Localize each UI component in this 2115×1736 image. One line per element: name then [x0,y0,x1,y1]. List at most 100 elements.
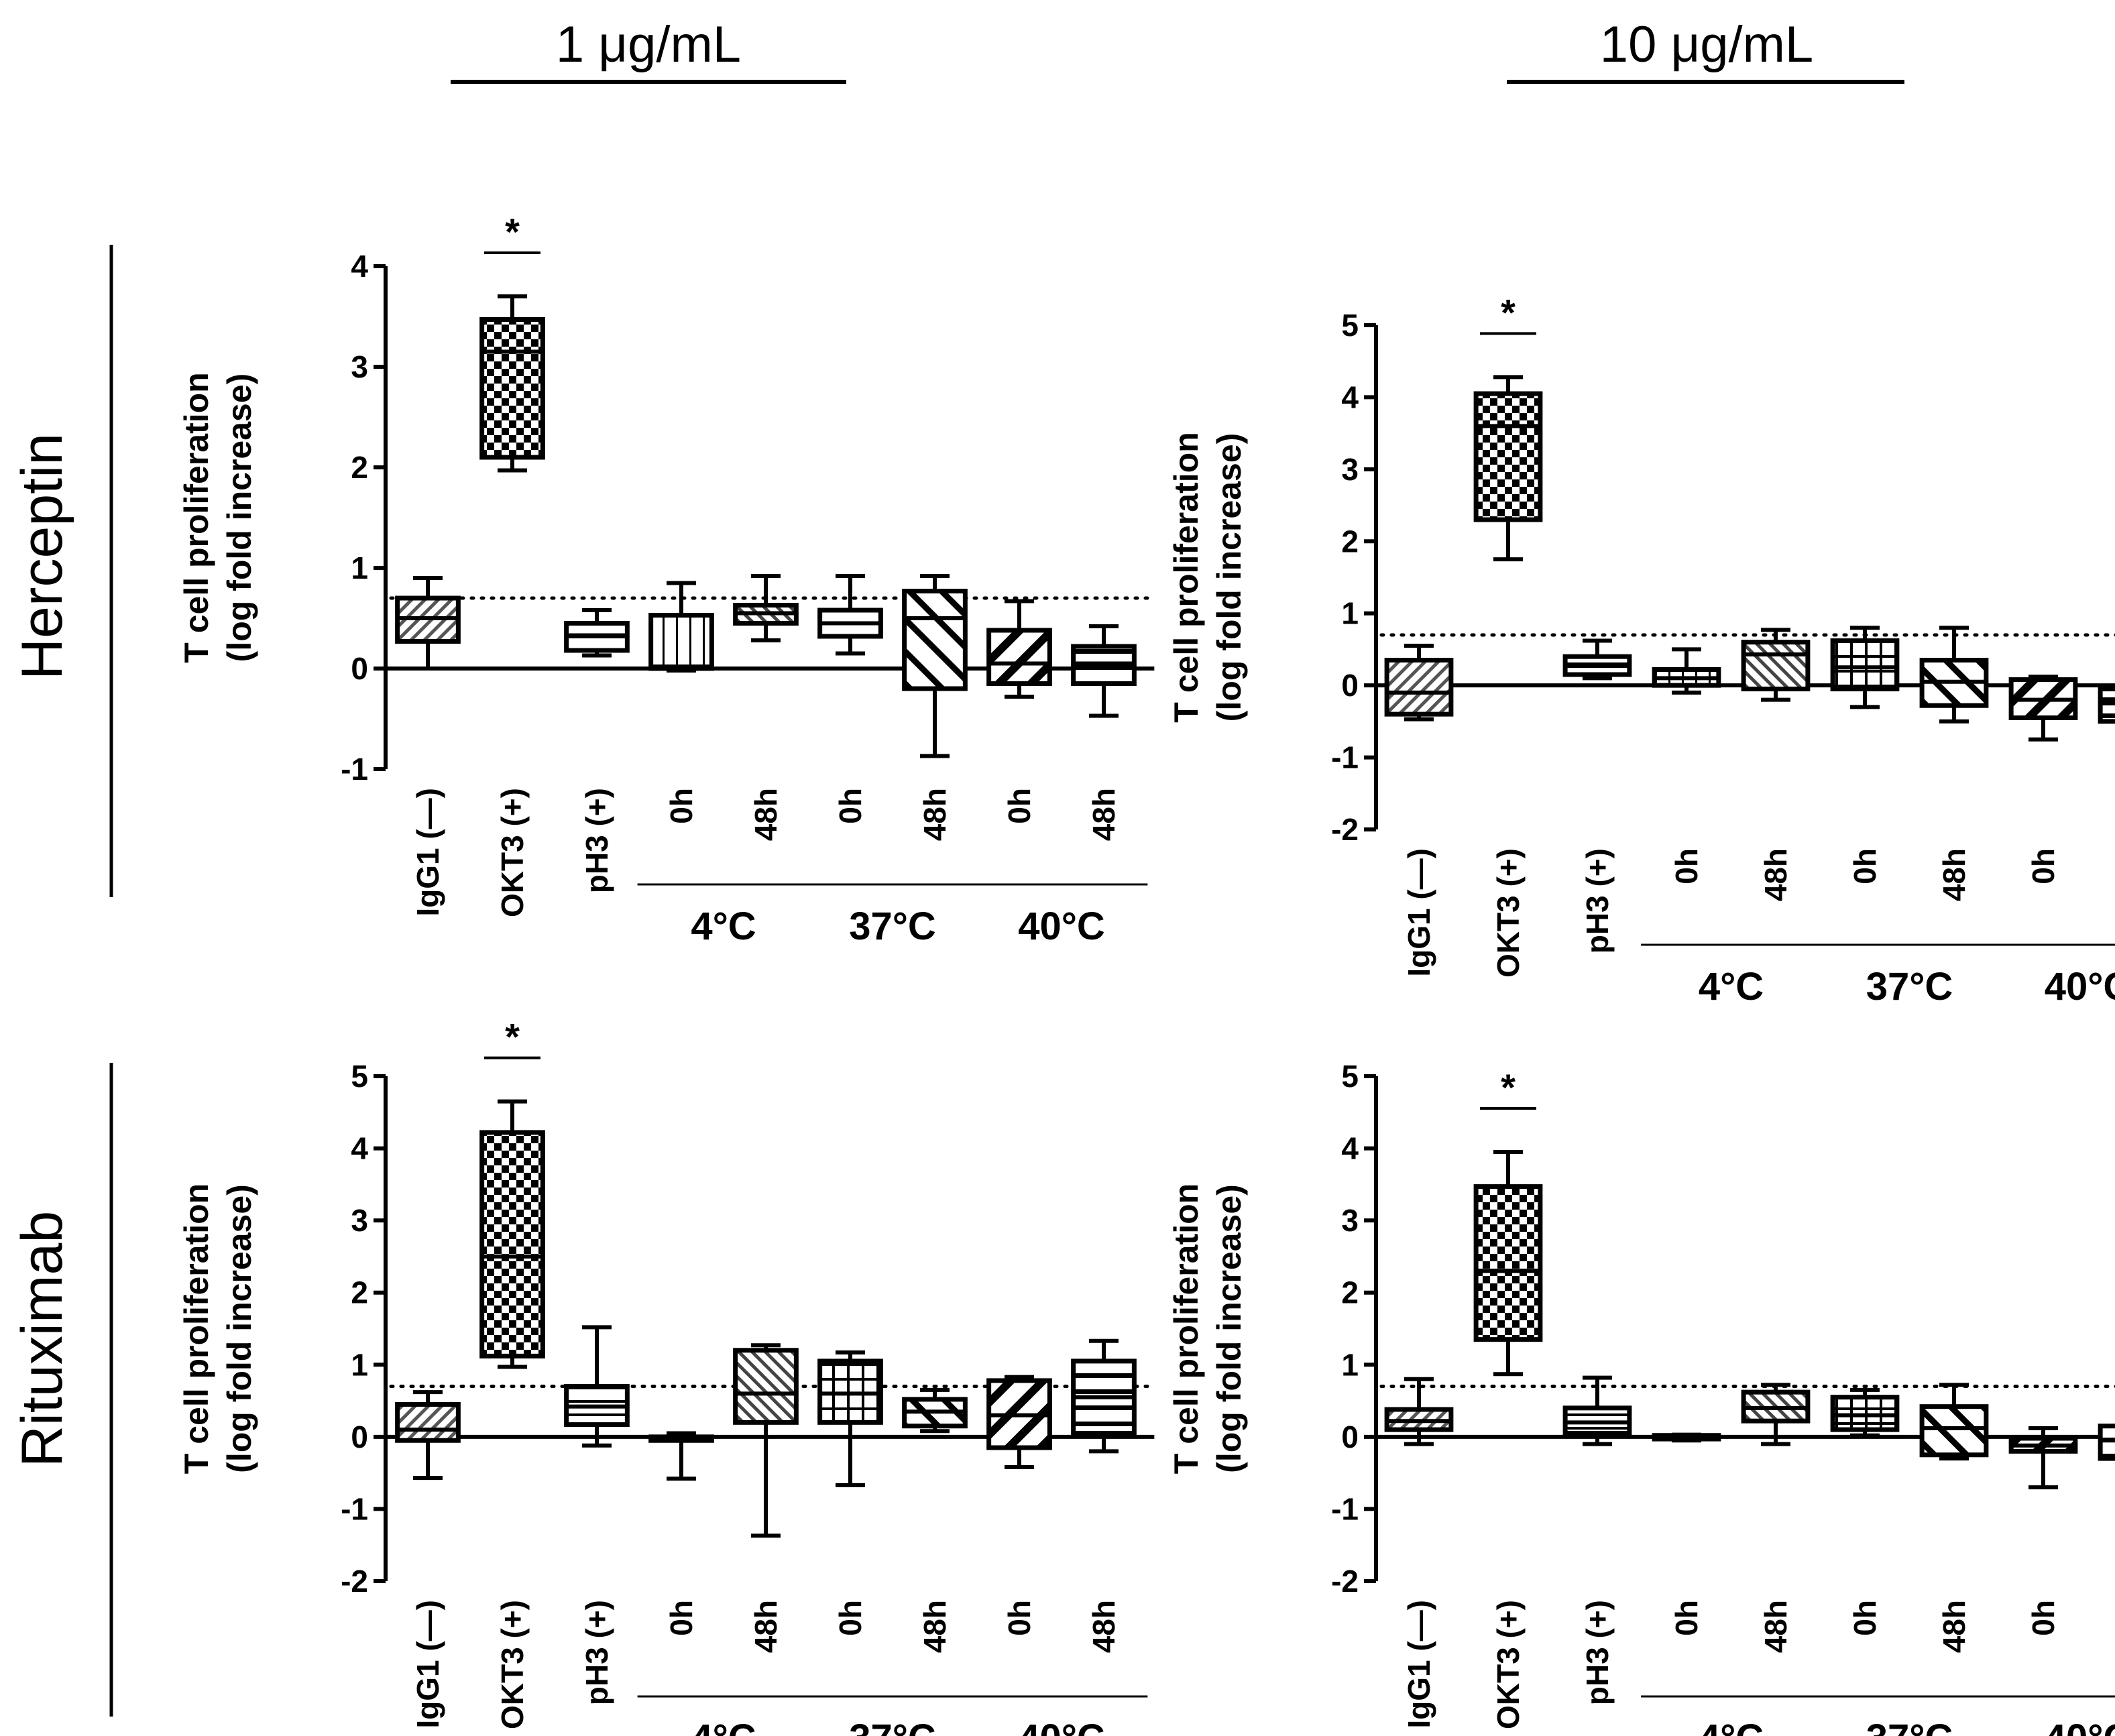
x-category-label: 48h [917,788,952,841]
box-iqr [395,1401,461,1443]
box-iqr [1473,1184,1543,1342]
y-tick-label: 4 [351,249,368,284]
y-tick-label: 5 [351,1059,368,1094]
x-category-label: 48h [917,1600,952,1653]
significance-label: * [505,1016,520,1058]
box-5 [817,1350,883,1487]
box-7 [2008,1426,2078,1490]
y-tick-label: 4 [1341,1131,1359,1166]
box-7 [986,1375,1052,1470]
x-category-label: pH3 (+) [579,788,614,893]
y-axis-label: (log fold increase) [221,1184,258,1473]
y-axis-label: (log fold increase) [1210,433,1248,722]
x-category-label: 48h [1758,1600,1793,1653]
y-tick-label: 5 [1341,308,1359,343]
x-category-label: 0h [2026,848,2061,884]
x-category-label: 48h [1758,848,1793,901]
x-category-label: 48h [748,788,783,841]
x-category-label: 48h [1086,1600,1121,1653]
row-header-label: Herceptin [10,433,74,680]
y-axis-label: (log fold increase) [1210,1184,1248,1473]
x-category-label: 0h [833,1600,868,1636]
box-iqr [1384,658,1454,717]
group-label: 40°C [1018,1717,1105,1736]
y-tick-label: 1 [351,1347,368,1382]
box-2 [1562,1375,1632,1446]
x-category-label: 0h [1847,1600,1882,1636]
x-category-label: 48h [1937,1600,1971,1653]
box-7 [2008,675,2078,742]
y-tick-label: 2 [351,450,368,485]
x-category-label: OKT3 (+) [495,1600,530,1729]
box-6 [902,574,968,758]
y-axis-label: T cell proliferation [178,1183,215,1474]
y-tick-label: 2 [1341,524,1359,559]
box-iqr [479,317,545,460]
box-4 [1741,628,1811,702]
significance-label: * [505,211,520,253]
group-label: 4°C [691,1717,756,1736]
group-label: 4°C [691,905,756,948]
row-header-label: Rituximab [10,1211,74,1467]
chart-herceptin-10: -2 -1 0 1 2 3 4 5 T cell proliferation (log fold … [1167,291,2115,1008]
box-3 [1652,647,1721,695]
row-header-rituximab: Rituximab [10,1063,113,1717]
x-category-label: 48h [748,1600,783,1653]
x-category-label: IgG1 (—) [410,788,445,917]
box-iqr [1741,640,1811,692]
box-iqr [902,589,968,691]
box-8 [2098,1424,2115,1461]
x-category-label: 0h [833,788,868,824]
box-iqr [1919,1404,1989,1458]
y-tick-label: -2 [1331,812,1359,847]
x-category-label: 48h [1086,788,1121,841]
y-tick-label: -1 [1331,740,1359,775]
group-label: 4°C [1699,1717,1764,1736]
box-3 [648,581,714,673]
y-tick-label: 1 [351,551,368,585]
column-header-10ug: 10 μg/mL [1507,16,1904,84]
box-3 [648,1431,714,1481]
x-category-label: 0h [664,1600,699,1636]
box-4 [1741,1383,1811,1446]
significance-label: * [1501,291,1516,333]
x-category-label: IgG1 (—) [1402,1600,1436,1729]
box-iqr [648,613,714,671]
x-category-label: OKT3 (+) [1491,1600,1526,1729]
box-2 [1562,638,1632,681]
y-tick-label: 0 [351,1420,368,1454]
y-tick-label: 0 [351,651,368,686]
box-6 [902,1387,968,1434]
box-7 [986,599,1052,699]
group-label: 4°C [1699,965,1764,1008]
x-category-label: IgG1 (—) [1402,848,1436,977]
box-iqr [986,628,1052,686]
box-iqr [479,1130,545,1358]
x-category-label: 0h [2026,1600,2061,1636]
y-tick-label: 3 [351,1203,368,1238]
column-header-label: 10 μg/mL [1600,16,1813,73]
y-tick-label: -1 [1331,1491,1359,1526]
box-1 [1473,1149,1543,1377]
group-label: 40°C [2045,1717,2115,1736]
chart-rituximab-1: -2 -1 0 1 2 3 4 5 T cell proliferation (log fold … [178,1016,1156,1736]
y-tick-label: 1 [1341,1347,1359,1382]
box-0 [395,1390,461,1481]
box-4 [733,1343,799,1538]
y-axis-label: T cell proliferation [178,372,215,662]
group-label: 37°C [1866,965,1953,1008]
x-category-label: 0h [1847,848,1882,884]
significance-label: * [1501,1066,1516,1108]
y-tick-label: 3 [1341,452,1359,487]
y-tick-label: 4 [1341,380,1359,414]
group-label: 37°C [1866,1717,1953,1736]
x-category-label: 48h [1937,848,1971,901]
x-category-label: 0h [664,788,699,824]
column-header-1ug: 1 μg/mL [451,16,846,84]
box-6 [1919,626,1989,724]
box-1 [1473,375,1543,562]
x-category-label: 0h [1002,788,1037,824]
y-tick-label: 2 [1341,1275,1359,1310]
x-category-label: pH3 (+) [1580,848,1615,953]
